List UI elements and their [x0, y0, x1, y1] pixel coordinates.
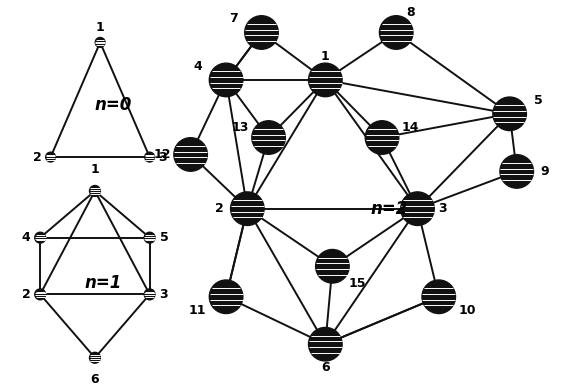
Text: 9: 9: [541, 165, 550, 178]
Text: n=2: n=2: [370, 200, 408, 218]
Text: 7: 7: [229, 12, 237, 25]
Circle shape: [245, 16, 278, 49]
Text: 3: 3: [438, 202, 447, 215]
Circle shape: [252, 121, 285, 154]
Circle shape: [309, 63, 342, 97]
Circle shape: [380, 16, 413, 49]
Text: 3: 3: [159, 288, 168, 301]
Text: 15: 15: [349, 277, 366, 290]
Text: 2: 2: [214, 202, 223, 215]
Circle shape: [365, 121, 399, 154]
Circle shape: [35, 289, 46, 300]
Text: 8: 8: [406, 6, 415, 19]
Text: 4: 4: [193, 60, 202, 73]
Circle shape: [209, 63, 243, 97]
Circle shape: [144, 232, 155, 243]
Text: 1: 1: [321, 50, 330, 63]
Text: 4: 4: [22, 231, 30, 244]
Text: n=1: n=1: [84, 274, 122, 292]
Text: 2: 2: [22, 288, 30, 301]
Text: 14: 14: [401, 121, 419, 134]
Circle shape: [209, 280, 243, 313]
Circle shape: [401, 192, 434, 225]
Text: 5: 5: [159, 231, 168, 244]
Circle shape: [316, 250, 349, 283]
Text: 13: 13: [231, 121, 249, 134]
Circle shape: [96, 38, 105, 47]
Circle shape: [309, 328, 342, 361]
Text: 1: 1: [96, 21, 104, 34]
Text: 2: 2: [33, 151, 42, 164]
Text: n=0: n=0: [94, 96, 132, 114]
Text: 6: 6: [321, 361, 330, 374]
Text: 10: 10: [458, 304, 476, 317]
Text: 1: 1: [91, 163, 99, 176]
Circle shape: [493, 97, 526, 131]
Text: 3: 3: [158, 151, 167, 164]
Circle shape: [230, 192, 264, 225]
Text: 11: 11: [189, 304, 206, 317]
Circle shape: [145, 152, 155, 162]
Circle shape: [500, 155, 533, 188]
Circle shape: [174, 138, 207, 171]
Circle shape: [46, 152, 56, 162]
Circle shape: [90, 185, 100, 196]
Circle shape: [422, 280, 455, 313]
Circle shape: [35, 232, 46, 243]
Text: 5: 5: [534, 94, 543, 107]
Circle shape: [144, 289, 155, 300]
Text: 6: 6: [91, 373, 99, 384]
Text: 12: 12: [154, 148, 171, 161]
Circle shape: [90, 353, 100, 363]
